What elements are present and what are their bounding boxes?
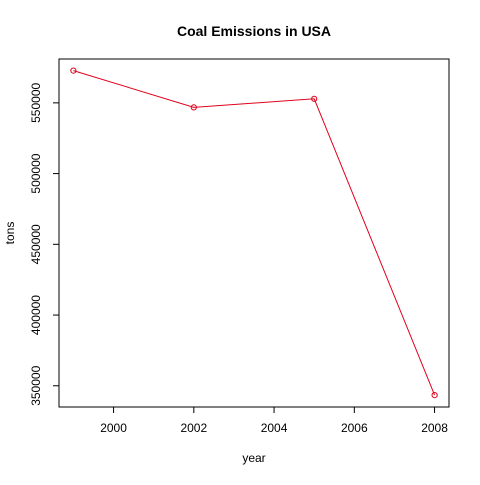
- y-tick-label: 400000: [29, 295, 43, 335]
- series-tons: [70, 67, 438, 399]
- y-tick-label: 550000: [29, 83, 43, 123]
- y-tick-label: 350000: [29, 365, 43, 405]
- data-point: [190, 104, 197, 111]
- data-point: [311, 95, 318, 102]
- x-tick-label: 2000: [100, 421, 127, 435]
- plot-frame: [58, 58, 450, 408]
- series-line: [73, 70, 436, 396]
- x-tick-label: 2008: [421, 421, 448, 435]
- data-point: [431, 392, 438, 399]
- data-point: [70, 67, 77, 74]
- x-tick-label: 2002: [180, 421, 207, 435]
- y-axis: 350000 400000 450000 500000 550000: [29, 83, 59, 406]
- y-tick-label: 450000: [29, 224, 43, 264]
- y-tick-label: 500000: [29, 153, 43, 193]
- chart-title: Coal Emissions in USA: [177, 23, 331, 39]
- x-axis-label: year: [242, 451, 265, 465]
- x-axis: 2000 2002 2004 2006 2008: [100, 407, 448, 435]
- x-tick-label: 2004: [261, 421, 288, 435]
- x-tick-label: 2006: [341, 421, 368, 435]
- y-axis-label: tons: [3, 222, 17, 245]
